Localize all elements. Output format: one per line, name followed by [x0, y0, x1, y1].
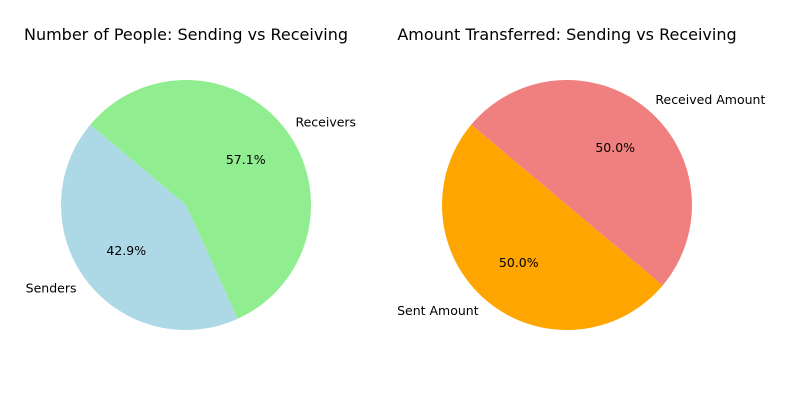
percent-label-received-amount: 50.0% — [595, 140, 635, 155]
labels: Sent Amount 50.0% Received Amount 50.0% — [397, 92, 765, 318]
slice-label-sent-amount: Sent Amount — [397, 303, 479, 318]
slice-label-receivers: Receivers — [295, 114, 356, 129]
pie-chart-people: Number of People: Sending vs Receiving S… — [24, 25, 356, 331]
chart-title: Amount Transferred: Sending vs Receiving — [397, 25, 736, 44]
chart-title: Number of People: Sending vs Receiving — [24, 25, 348, 44]
percent-label-sent-amount: 50.0% — [499, 255, 539, 270]
slice-label-senders: Senders — [26, 281, 77, 296]
slice-label-received-amount: Received Amount — [655, 92, 765, 107]
percent-label-senders: 42.9% — [106, 243, 146, 258]
pie-chart-amount: Amount Transferred: Sending vs Receiving… — [397, 25, 765, 330]
pie-slice-senders — [60, 124, 238, 331]
slices — [60, 80, 311, 331]
pie-slice-received-amount — [471, 80, 692, 286]
percent-label-receivers: 57.1% — [226, 152, 266, 167]
pie-slice-receivers — [90, 80, 311, 319]
slices — [442, 80, 692, 330]
pie-slice-sent-amount — [442, 124, 663, 330]
labels: Senders 42.9% Receivers 57.1% — [26, 114, 356, 295]
